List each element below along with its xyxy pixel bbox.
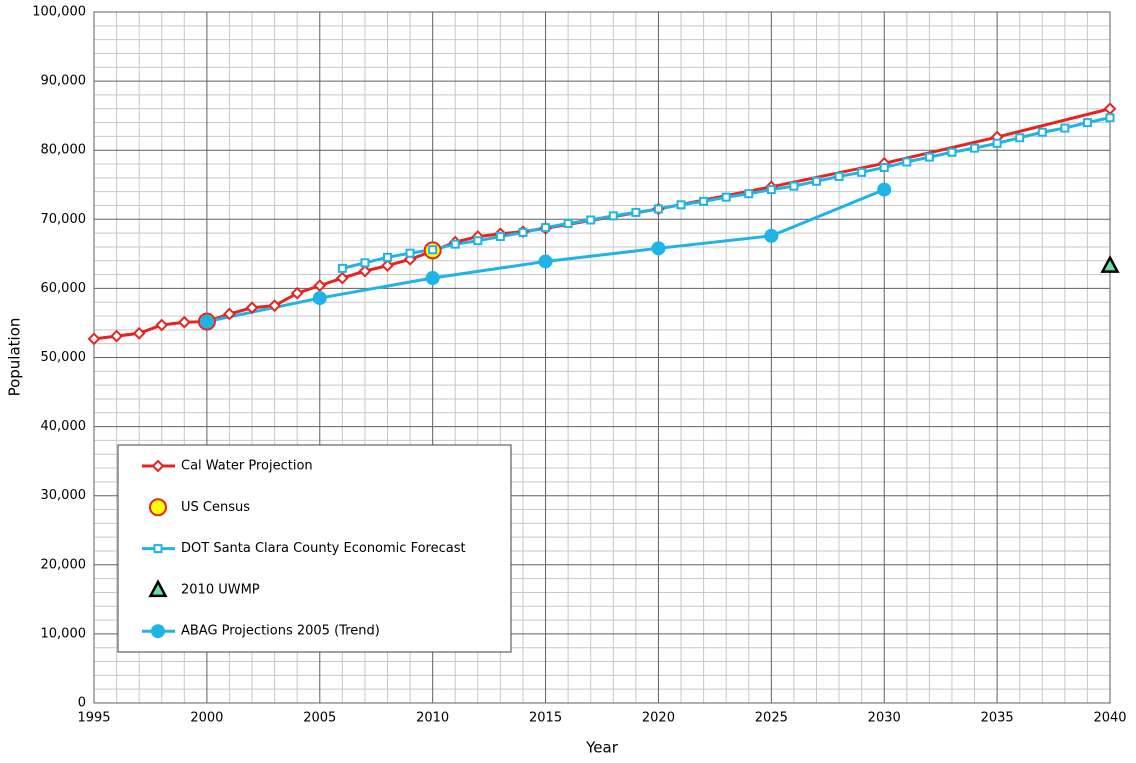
- y-tick-label: 30,000: [41, 488, 87, 503]
- marker: [155, 318, 169, 332]
- legend-label: US Census: [181, 500, 250, 515]
- marker: [653, 204, 663, 214]
- marker: [879, 162, 889, 172]
- marker: [992, 138, 1002, 148]
- marker: [1105, 113, 1115, 123]
- marker: [1015, 133, 1025, 143]
- marker: [676, 200, 686, 210]
- marker: [153, 544, 163, 554]
- marker: [405, 248, 415, 258]
- marker: [223, 307, 236, 321]
- marker: [110, 329, 123, 343]
- marker: [199, 314, 214, 329]
- marker: [764, 228, 779, 243]
- marker: [1100, 254, 1120, 273]
- marker: [87, 332, 101, 346]
- marker: [245, 301, 259, 315]
- legend-label: DOT Santa Clara County Economic Forecast: [181, 541, 466, 556]
- marker: [857, 167, 867, 177]
- legend-label: 2010 UWMP: [181, 582, 260, 597]
- marker: [290, 286, 304, 300]
- marker: [563, 218, 573, 228]
- marker: [834, 171, 844, 181]
- marker: [1060, 123, 1070, 133]
- marker: [312, 291, 327, 306]
- legend: Cal Water Projection US Census DOT Santa C…: [117, 444, 512, 653]
- marker: [631, 207, 641, 217]
- marker: [383, 252, 393, 262]
- marker: [337, 263, 347, 273]
- marker: [699, 196, 709, 206]
- marker: [789, 181, 799, 191]
- marker: [518, 227, 528, 237]
- plot-border: [93, 11, 1111, 704]
- x-tick-label: 2030: [868, 711, 901, 726]
- y-tick-label: 10,000: [41, 626, 87, 641]
- x-tick-label: 1995: [77, 711, 110, 726]
- marker: [381, 259, 394, 273]
- marker: [360, 258, 370, 268]
- legend-label: ABAG Projections 2005 (Trend): [181, 624, 380, 639]
- x-tick-label: 2015: [529, 711, 562, 726]
- marker: [425, 271, 440, 286]
- legend-box: [117, 444, 512, 653]
- marker: [1082, 118, 1092, 128]
- marker: [586, 215, 596, 225]
- y-tick-label: 70,000: [41, 212, 87, 227]
- y-tick-label: 100,000: [32, 5, 86, 20]
- y-tick-label: 0: [78, 696, 86, 711]
- marker: [177, 315, 191, 329]
- x-tick-label: 2010: [416, 711, 449, 726]
- marker: [877, 182, 892, 197]
- marker: [151, 624, 165, 639]
- marker: [268, 299, 282, 313]
- marker: [148, 579, 168, 598]
- marker: [132, 326, 146, 340]
- marker: [335, 271, 349, 285]
- marker: [495, 232, 505, 242]
- y-tick-label: 50,000: [41, 350, 87, 365]
- marker: [608, 211, 618, 221]
- marker: [1037, 127, 1047, 137]
- x-tick-label: 2005: [303, 711, 336, 726]
- marker: [721, 192, 731, 202]
- y-tick-label: 90,000: [41, 74, 87, 89]
- y-tick-label: 80,000: [41, 143, 87, 158]
- marker: [538, 254, 553, 269]
- marker: [313, 279, 327, 293]
- y-axis-title: Population: [6, 318, 24, 397]
- marker: [651, 241, 666, 256]
- x-tick-label: 2020: [642, 711, 675, 726]
- y-tick-label: 60,000: [41, 281, 87, 296]
- x-tick-label: 2000: [190, 711, 223, 726]
- x-axis-title: Year: [585, 739, 619, 757]
- marker: [541, 223, 551, 233]
- legend-label: Cal Water Projection: [181, 459, 313, 474]
- x-tick-label: 2035: [981, 711, 1014, 726]
- marker: [450, 239, 460, 249]
- x-tick-label: 2025: [755, 711, 788, 726]
- marker: [924, 152, 934, 162]
- y-tick-label: 40,000: [41, 419, 87, 434]
- marker: [947, 147, 957, 157]
- marker: [473, 236, 483, 246]
- marker: [902, 157, 912, 167]
- x-tick-label: 2040: [1093, 711, 1126, 726]
- marker: [149, 498, 167, 517]
- marker: [766, 185, 776, 195]
- marker: [428, 245, 438, 255]
- marker: [970, 143, 980, 153]
- y-tick-label: 20,000: [41, 557, 87, 572]
- marker: [811, 176, 821, 186]
- marker: [744, 189, 754, 199]
- marker: [151, 459, 165, 473]
- marker: [358, 264, 372, 278]
